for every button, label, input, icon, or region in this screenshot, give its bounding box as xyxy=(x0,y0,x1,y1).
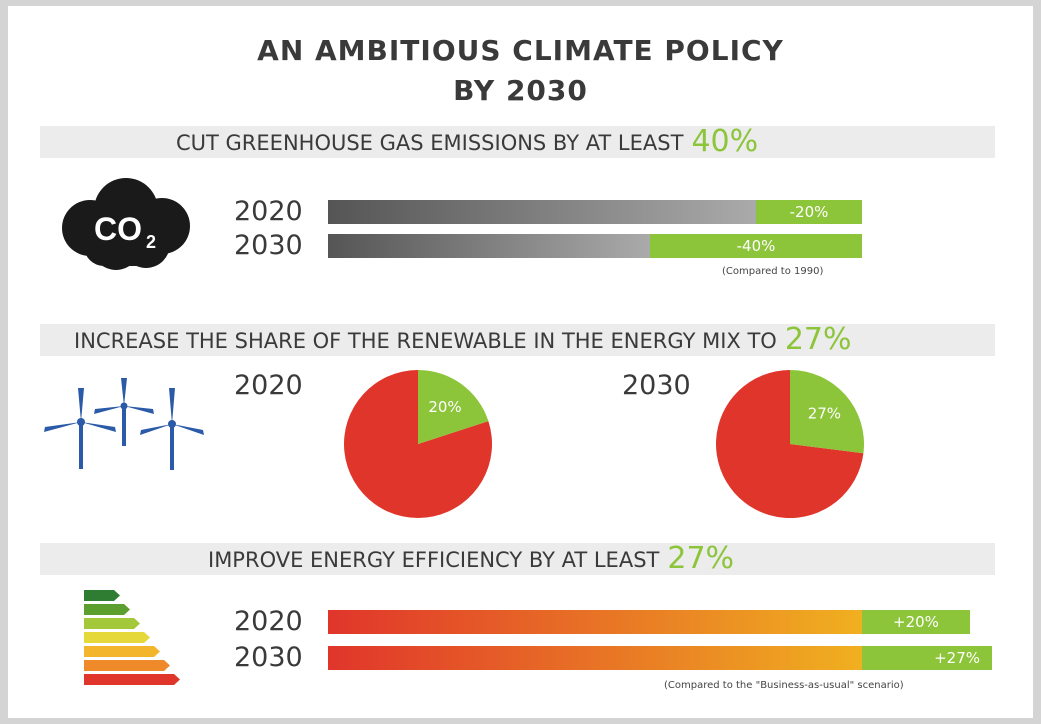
pie-2020-label: 20% xyxy=(428,398,461,416)
emissions-note: (Compared to 1990) xyxy=(722,266,824,277)
emissions-year-2020: 2020 xyxy=(234,196,303,227)
co2-cloud-icon: CO 2 xyxy=(62,178,190,270)
renewables-heading-text: INCREASE THE SHARE OF THE RENEWABLE IN T… xyxy=(74,329,777,353)
efficiency-heading: IMPROVE ENERGY EFFICIENCY BY AT LEAST 27% xyxy=(208,543,734,575)
pie-2030-label: 27% xyxy=(808,405,841,423)
energy-rating-bar-d xyxy=(84,632,150,643)
infographic-card: AN AMBITIOUS CLIMATE POLICY BY 2030 CUT … xyxy=(8,6,1033,718)
efficiency-heading-text: IMPROVE ENERGY EFFICIENCY BY AT LEAST xyxy=(208,548,660,572)
efficiency-note: (Compared to the "Business-as-usual" sce… xyxy=(664,680,904,691)
renewables-year-2030: 2030 xyxy=(622,370,691,401)
renewables-heading-band: INCREASE THE SHARE OF THE RENEWABLE IN T… xyxy=(40,324,995,356)
pie-2030-slice-renewable xyxy=(790,370,865,454)
efficiency-bar-2030 xyxy=(328,646,862,670)
emissions-target: 40% xyxy=(691,124,759,159)
co2-label: CO xyxy=(94,211,142,247)
emissions-year-2030: 2030 xyxy=(234,230,303,261)
emissions-value-2030: -40% xyxy=(650,234,862,258)
title-line-2: BY 2030 xyxy=(453,74,588,107)
emissions-heading-band: CUT GREENHOUSE GAS EMISSIONS BY AT LEAST… xyxy=(40,126,995,158)
emissions-bar-2030 xyxy=(328,234,650,258)
wind-turbines-icon xyxy=(44,378,204,470)
efficiency-heading-band: IMPROVE ENERGY EFFICIENCY BY AT LEAST 27% xyxy=(40,543,995,575)
pie-2020-slice-other xyxy=(344,370,493,518)
renewables-year-2020: 2020 xyxy=(234,370,303,401)
renewables-heading: INCREASE THE SHARE OF THE RENEWABLE IN T… xyxy=(74,324,852,356)
energy-rating-bar-b xyxy=(84,604,130,615)
energy-rating-bar-f xyxy=(84,660,170,671)
emissions-heading: CUT GREENHOUSE GAS EMISSIONS BY AT LEAST… xyxy=(176,126,758,158)
emissions-value-2020: -20% xyxy=(756,200,862,224)
emissions-heading-text: CUT GREENHOUSE GAS EMISSIONS BY AT LEAST xyxy=(176,131,684,155)
energy-rating-bar-g xyxy=(84,674,180,685)
pie-2030-slice-other xyxy=(716,370,864,518)
pie-2020-slice-renewable xyxy=(418,370,489,444)
efficiency-value-2020: +20% xyxy=(862,610,970,634)
emissions-bar-2020 xyxy=(328,200,756,224)
renewables-target: 27% xyxy=(784,322,852,357)
renewables-pie-2020: 20% xyxy=(344,370,493,518)
energy-rating-bar-c xyxy=(84,618,140,629)
efficiency-value-2030: +27% xyxy=(862,646,992,670)
renewables-pie-2030: 27% xyxy=(716,370,865,518)
efficiency-target: 27% xyxy=(667,541,735,576)
efficiency-year-2030: 2030 xyxy=(234,642,303,673)
co2-subscript: 2 xyxy=(146,232,156,252)
efficiency-year-2020: 2020 xyxy=(234,606,303,637)
title-line-1: AN AMBITIOUS CLIMATE POLICY xyxy=(257,34,784,67)
energy-rating-bar-e xyxy=(84,646,160,657)
efficiency-bar-2020 xyxy=(328,610,862,634)
energy-rating-bar-a xyxy=(84,590,120,601)
